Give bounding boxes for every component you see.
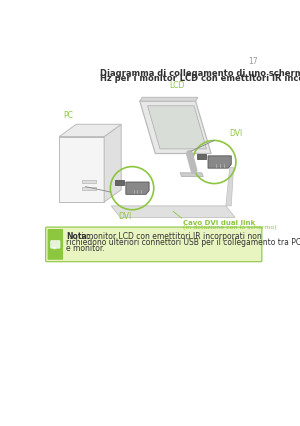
Polygon shape [140,97,198,101]
Polygon shape [226,167,234,206]
Text: Cavo DVI dual link: Cavo DVI dual link [183,220,256,226]
Text: LCD: LCD [169,81,185,90]
Polygon shape [53,248,56,250]
Polygon shape [126,182,149,194]
Text: DVI: DVI [118,212,131,221]
Text: e monitor.: e monitor. [66,244,105,253]
Polygon shape [180,173,203,177]
Text: richiedono ulteriori connettori USB per il collegamento tra PC: richiedono ulteriori connettori USB per … [66,238,300,247]
Polygon shape [115,181,124,185]
Text: i monitor LCD con emettitori IR incorporati non: i monitor LCD con emettitori IR incorpor… [79,232,262,241]
Polygon shape [148,106,206,149]
Polygon shape [208,156,231,168]
Polygon shape [111,206,235,217]
Text: Hz per i monitor LCD con emettitori IR incorporati: Hz per i monitor LCD con emettitori IR i… [100,74,300,83]
FancyBboxPatch shape [48,229,63,260]
Polygon shape [59,137,104,202]
Text: PC: PC [63,111,73,120]
Text: DVI: DVI [230,129,243,138]
Text: Nota:: Nota: [66,232,90,241]
FancyBboxPatch shape [51,241,60,248]
Polygon shape [197,154,206,159]
Polygon shape [140,101,211,153]
Polygon shape [82,180,96,183]
Text: Diagramma di collegamento di uno schermo LCD a 120: Diagramma di collegamento di uno schermo… [100,69,300,78]
Polygon shape [82,187,96,190]
FancyBboxPatch shape [46,227,262,262]
Polygon shape [59,124,121,137]
Text: 17: 17 [248,57,258,66]
Polygon shape [104,124,121,202]
Text: (in dotazione con lo schermo): (in dotazione con lo schermo) [183,225,277,230]
